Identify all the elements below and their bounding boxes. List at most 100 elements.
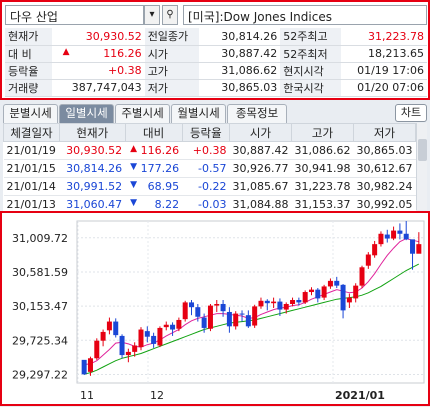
table-row[interactable]: 21/01/13 31,060.47 ▼ 8.22 -0.03 31,084.88 31,1… <box>3 195 416 214</box>
tab-0[interactable]: 분별시세 <box>3 104 58 123</box>
candle-body <box>372 244 378 256</box>
quote-value: 30,814.26 <box>198 28 281 46</box>
quote-info-row: 대 비 ▲ 116.26 시가 30,887.42 52주최저 18,213.65 <box>5 45 427 63</box>
table-cell: 30,865.03 <box>353 141 416 160</box>
quote-label: 등락율 <box>5 62 52 80</box>
column-header[interactable]: 대비 <box>124 123 183 142</box>
quote-label: 현재가 <box>5 28 52 46</box>
table-cell: -0.22 <box>182 177 230 196</box>
table-cell: ▼ 177.26 <box>125 159 183 178</box>
quote-info-row: 현재가 30,930.52 전일종가 30,814.26 52주최고 31,223.78 <box>5 28 427 46</box>
y-tick-label: 29,297.22 <box>12 368 68 381</box>
quote-label: 전일종가 <box>144 28 199 46</box>
candle-body <box>214 303 220 306</box>
price-chart: 31,009.72 30,581.59 30,153.47 29,725.34 29,2… <box>0 211 430 406</box>
tab-bar: 분별시세 일별시세 주별시세 월별시세 종목정보 차트 <box>3 104 427 123</box>
table-cell: 30,926.77 <box>229 159 292 178</box>
quote-value: 387,747,043 <box>51 79 145 97</box>
tab-4[interactable]: 종목정보 <box>227 104 287 123</box>
candle-body <box>321 286 327 298</box>
y-tick-label: 29,725.34 <box>12 334 68 347</box>
candle-body <box>176 319 182 329</box>
candle-body <box>315 289 321 299</box>
scrollbar-thumb[interactable] <box>418 139 427 161</box>
candle-body <box>245 315 251 327</box>
candle-body <box>302 292 308 303</box>
candle-body <box>359 267 365 286</box>
candle-body <box>340 284 346 311</box>
column-header[interactable]: 저가 <box>352 123 417 142</box>
table-cell: 31,060.47 <box>59 195 126 214</box>
candle-body <box>391 230 397 239</box>
table-cell: ▲ 116.26 <box>125 141 183 160</box>
candlestick-chart: 31,009.72 30,581.59 30,153.47 29,725.34 29,2… <box>12 220 425 402</box>
candle-body <box>182 302 188 320</box>
quote-info-row: 등락율 +0.38 고가 31,086.62 현지시각 01/19 17:06 <box>5 62 427 80</box>
candle-body <box>119 335 125 356</box>
quote-value: 01/19 17:06 <box>340 62 427 80</box>
table-cell: 21/01/19 <box>3 141 60 160</box>
candle-body <box>416 244 422 254</box>
quote-value: 30,887.42 <box>198 45 281 63</box>
column-header[interactable]: 시가 <box>229 123 292 142</box>
y-tick-label: 30,153.47 <box>12 300 68 313</box>
down-arrow-icon: ▼ <box>130 198 138 208</box>
quote-value: 18,213.65 <box>340 45 427 63</box>
plot-area <box>76 220 425 384</box>
table-cell: 21/01/15 <box>3 159 60 178</box>
column-header[interactable]: 체결일자 <box>3 123 60 142</box>
candle-body <box>403 233 409 240</box>
candle-body <box>106 321 112 331</box>
search-input[interactable]: 다우 산업 <box>5 5 144 25</box>
quote-label: 시가 <box>144 45 199 63</box>
table-cell: 30,930.52 <box>59 141 126 160</box>
table-cell: 31,085.67 <box>229 177 292 196</box>
column-header[interactable]: 등락율 <box>181 123 231 142</box>
scrollbar[interactable] <box>416 123 427 210</box>
y-tick-label: 31,009.72 <box>12 232 68 245</box>
x-tick-label: 11 <box>80 389 94 402</box>
candle-body <box>157 327 163 346</box>
table-row[interactable]: 21/01/15 30,814.26 ▼ 177.26 -0.57 30,926.77 30… <box>3 159 416 178</box>
up-arrow-icon: ▲ <box>130 144 138 154</box>
column-header[interactable]: 고가 <box>290 123 354 142</box>
x-tick-label: 2021/01 <box>335 389 385 402</box>
candle-body <box>233 313 239 327</box>
candle-body <box>346 297 352 303</box>
x-tick-label: 12 <box>150 389 164 402</box>
table-row[interactable]: 21/01/14 30,991.52 ▼ 68.95 -0.22 31,085.67 31,… <box>3 177 416 196</box>
chart-button[interactable]: 차트 <box>395 104 427 122</box>
candle-body <box>138 329 144 348</box>
candle-body <box>132 345 138 352</box>
candle-body <box>283 303 289 310</box>
table-cell: +0.38 <box>182 141 230 160</box>
table-cell: 31,086.62 <box>291 141 354 160</box>
table-cell: 30,992.05 <box>353 195 416 214</box>
candle-body <box>100 331 106 341</box>
search-row: 다우 산업 ▾ ⚲ [미국]:Dow Jones Indices <box>5 5 427 25</box>
down-arrow-icon: ▼ <box>130 180 138 190</box>
search-icon[interactable]: ⚲ <box>162 5 178 25</box>
quote-label: 한국시각 <box>280 79 341 97</box>
column-header[interactable]: 현재가 <box>58 123 126 142</box>
tab-3[interactable]: 월별시세 <box>171 104 226 123</box>
up-arrow-icon: ▲ <box>62 47 70 57</box>
quote-label: 52주최저 <box>280 45 341 63</box>
table-row[interactable]: 21/01/19 30,930.52 ▲ 116.26 +0.38 30,887.42 31… <box>3 141 416 160</box>
candle-body <box>290 300 296 304</box>
tab-1[interactable]: 일별시세 <box>59 104 114 123</box>
table-cell: 30,982.24 <box>353 177 416 196</box>
table-cell: 30,991.52 <box>59 177 126 196</box>
tab-2[interactable]: 주별시세 <box>115 104 170 123</box>
chevron-down-icon[interactable]: ▾ <box>144 5 160 25</box>
candle-body <box>334 280 340 286</box>
candle-body <box>410 239 416 254</box>
quote-panel: 다우 산업 ▾ ⚲ [미국]:Dow Jones Indices 현재가 30,9… <box>0 0 430 100</box>
quote-value: 31,223.78 <box>340 28 427 46</box>
candle-body <box>189 302 195 308</box>
candle-body <box>226 311 232 327</box>
table-cell: 21/01/14 <box>3 177 60 196</box>
table-cell: 30,814.26 <box>59 159 126 178</box>
quote-value: 01/20 07:06 <box>340 79 427 97</box>
quote-label: 대 비 <box>5 45 52 63</box>
